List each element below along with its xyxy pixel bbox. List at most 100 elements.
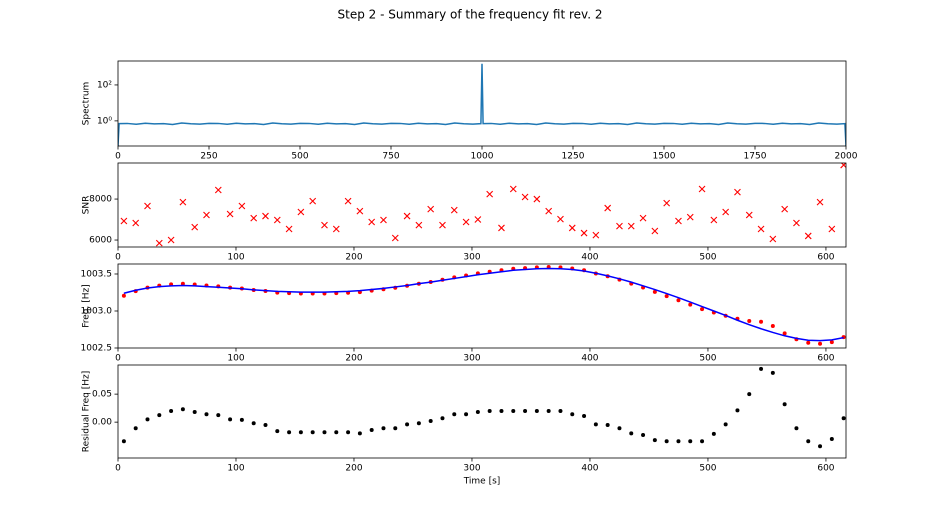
x-marker bbox=[462, 218, 470, 226]
dot-marker bbox=[180, 407, 185, 412]
x-marker bbox=[604, 204, 612, 212]
x-marker bbox=[368, 218, 376, 226]
dot-marker bbox=[121, 293, 126, 298]
dot-marker bbox=[145, 417, 150, 422]
y-axis-label: Residual Freq [Hz] bbox=[82, 371, 92, 453]
dot-marker bbox=[688, 439, 693, 444]
x-marker bbox=[616, 222, 623, 230]
x-marker bbox=[262, 212, 269, 220]
x-marker bbox=[828, 225, 836, 233]
dot-marker bbox=[357, 431, 362, 436]
x-marker bbox=[663, 199, 671, 207]
dot-marker bbox=[676, 439, 681, 444]
x-tick-label: 500 bbox=[699, 253, 716, 263]
dot-marker bbox=[405, 422, 410, 427]
dot-marker bbox=[275, 429, 280, 434]
x-tick-label: 750 bbox=[382, 152, 399, 162]
x-marker bbox=[757, 225, 765, 233]
x-tick-label: 0 bbox=[115, 152, 121, 162]
dot-marker bbox=[818, 341, 823, 346]
x-marker bbox=[250, 214, 258, 222]
dot-marker bbox=[759, 366, 764, 371]
y-tick-label: 8000 bbox=[89, 195, 112, 205]
data-line bbox=[118, 63, 846, 146]
x-marker bbox=[332, 225, 340, 233]
plot-area bbox=[118, 63, 846, 146]
x-marker bbox=[155, 239, 163, 247]
x-tick-label: 500 bbox=[699, 464, 716, 474]
x-marker bbox=[344, 197, 352, 205]
axes-frame bbox=[117, 162, 847, 248]
dot-marker bbox=[676, 298, 681, 303]
dot-marker bbox=[652, 289, 657, 294]
subplot: 0 250 500 750 1000 1250 1500 1750 2000 10⁰ 10² Spec… bbox=[82, 60, 858, 162]
x-marker bbox=[545, 207, 553, 215]
dot-marker bbox=[475, 410, 480, 415]
x-marker bbox=[686, 213, 694, 221]
dot-marker bbox=[487, 408, 492, 413]
x-marker bbox=[568, 224, 576, 232]
x-marker bbox=[380, 216, 387, 224]
dot-marker bbox=[818, 444, 823, 449]
x-marker bbox=[592, 231, 600, 239]
dot-marker bbox=[204, 412, 209, 417]
dot-marker bbox=[251, 421, 256, 426]
dot-marker bbox=[511, 408, 516, 413]
figure-title: Step 2 - Summary of the frequency fit re… bbox=[338, 8, 603, 22]
y-tick-label: 10⁰ bbox=[97, 116, 112, 126]
x-marker bbox=[521, 193, 529, 201]
x-tick-label: 600 bbox=[817, 253, 834, 263]
dot-marker bbox=[617, 426, 622, 431]
x-tick-label: 0 bbox=[115, 253, 121, 263]
x-tick-label: 600 bbox=[817, 464, 834, 474]
x-tick-label: 500 bbox=[699, 354, 716, 364]
x-tick-label: 200 bbox=[345, 354, 362, 364]
x-marker bbox=[486, 190, 494, 198]
dot-marker bbox=[806, 340, 811, 345]
dot-marker bbox=[298, 430, 303, 435]
x-marker bbox=[321, 221, 328, 229]
y-tick-label: 10² bbox=[97, 80, 112, 90]
dot-marker bbox=[605, 422, 610, 427]
x-marker bbox=[639, 214, 647, 222]
x-tick-label: 200 bbox=[345, 253, 362, 263]
dot-marker bbox=[770, 323, 775, 328]
x-marker bbox=[450, 206, 458, 214]
dot-marker bbox=[700, 439, 705, 444]
y-axis-label: Spectrum bbox=[82, 82, 92, 126]
x-marker bbox=[710, 216, 718, 224]
x-marker bbox=[226, 210, 234, 218]
y-tick-label: 0.05 bbox=[92, 390, 112, 400]
dot-marker bbox=[369, 427, 374, 432]
dot-marker bbox=[416, 421, 421, 426]
dot-marker bbox=[664, 439, 669, 444]
x-marker bbox=[179, 198, 187, 206]
dot-marker bbox=[263, 422, 268, 427]
x-marker bbox=[781, 205, 789, 213]
dot-marker bbox=[464, 412, 469, 417]
y-tick-label: 1002.5 bbox=[81, 344, 113, 354]
plot-area bbox=[121, 264, 846, 346]
x-tick-label: 200 bbox=[345, 464, 362, 474]
x-tick-label: 400 bbox=[581, 354, 598, 364]
dot-marker bbox=[157, 413, 162, 418]
x-marker bbox=[580, 229, 588, 237]
x-axis-label: Time [s] bbox=[463, 477, 501, 487]
x-marker bbox=[403, 212, 411, 220]
x-marker bbox=[132, 219, 140, 227]
x-marker bbox=[391, 234, 399, 242]
x-tick-label: 400 bbox=[581, 464, 598, 474]
x-tick-label: 100 bbox=[227, 253, 244, 263]
dot-marker bbox=[287, 430, 292, 435]
x-tick-label: 600 bbox=[817, 354, 834, 364]
dot-marker bbox=[829, 436, 834, 441]
dot-marker bbox=[747, 318, 752, 323]
x-marker bbox=[734, 188, 741, 196]
dot-marker bbox=[841, 416, 846, 421]
x-marker bbox=[804, 232, 812, 240]
dot-marker bbox=[452, 412, 457, 417]
x-tick-label: 100 bbox=[227, 354, 244, 364]
